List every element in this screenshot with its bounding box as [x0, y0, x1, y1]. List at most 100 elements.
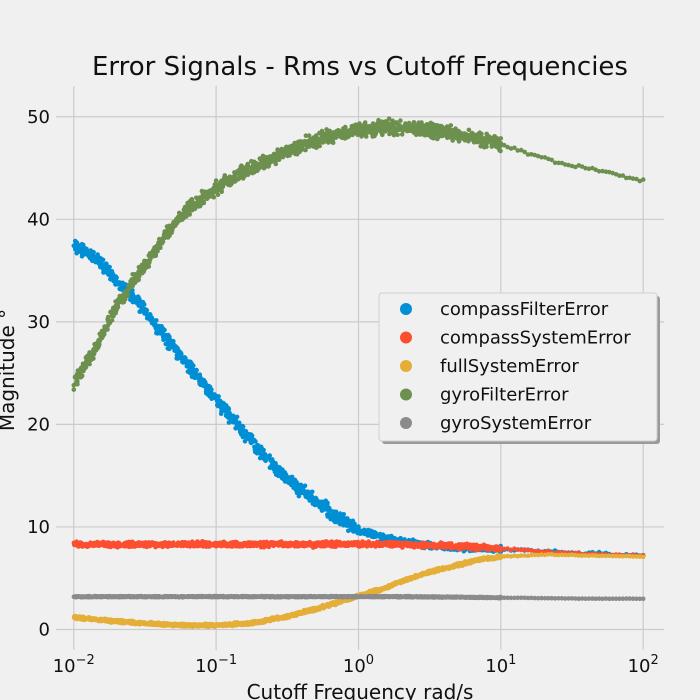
- data-point: [242, 439, 248, 444]
- data-point: [426, 569, 431, 575]
- data-point: [259, 540, 265, 546]
- data-point: [471, 557, 476, 563]
- data-point: [189, 624, 195, 629]
- data-point: [358, 531, 363, 536]
- data-point: [338, 517, 344, 523]
- data-point: [187, 544, 193, 549]
- data-point: [348, 541, 354, 547]
- data-point: [142, 311, 147, 316]
- data-point: [471, 545, 477, 550]
- data-point: [212, 393, 217, 399]
- data-point: [366, 531, 372, 536]
- data-point: [192, 375, 197, 381]
- data-point: [193, 541, 198, 546]
- data-point: [279, 467, 284, 472]
- data-point: [270, 465, 275, 470]
- data-point: [205, 540, 211, 546]
- data-point: [137, 309, 142, 315]
- data-point: [335, 542, 340, 548]
- data-point: [324, 127, 329, 132]
- data-point: [85, 543, 91, 548]
- data-point: [371, 534, 376, 540]
- data-point: [93, 254, 99, 260]
- data-point: [293, 481, 298, 487]
- data-point: [323, 506, 329, 511]
- data-point: [209, 621, 215, 627]
- data-point: [158, 622, 164, 627]
- data-point: [345, 516, 350, 521]
- data-point: [245, 435, 250, 441]
- data-point: [230, 416, 236, 422]
- data-point: [79, 253, 85, 259]
- data-point: [237, 544, 243, 549]
- data-point: [263, 616, 268, 622]
- data-point: [82, 245, 87, 251]
- data-point: [476, 557, 481, 563]
- data-point: [205, 385, 211, 391]
- data-point: [139, 543, 144, 548]
- data-point: [213, 178, 219, 183]
- data-point: [164, 336, 170, 342]
- data-point: [100, 264, 106, 269]
- data-point: [97, 617, 103, 622]
- data-point: [333, 509, 339, 515]
- data-point: [74, 250, 79, 256]
- data-point: [163, 341, 169, 347]
- data-point: [236, 421, 241, 427]
- data-point: [252, 449, 258, 455]
- data-point: [478, 546, 483, 551]
- data-point: [292, 478, 298, 483]
- data-point: [303, 609, 309, 614]
- data-point: [105, 267, 111, 272]
- data-point: [199, 382, 204, 387]
- data-point: [306, 541, 311, 547]
- data-point: [226, 407, 232, 412]
- data-point: [184, 360, 190, 365]
- data-point: [109, 542, 115, 547]
- data-point: [99, 256, 104, 262]
- data-point: [79, 540, 84, 546]
- data-point: [449, 546, 454, 551]
- data-point: [150, 320, 155, 326]
- data-point: [74, 244, 79, 250]
- data-point: [81, 249, 86, 255]
- data-point: [335, 599, 341, 604]
- data-point: [123, 544, 128, 549]
- data-point: [256, 448, 262, 454]
- data-point: [337, 521, 343, 527]
- data-point: [318, 543, 324, 549]
- data-point: [128, 620, 134, 626]
- data-point: [439, 566, 445, 571]
- data-point: [80, 614, 85, 619]
- data-point: [191, 363, 196, 369]
- data-point: [320, 604, 326, 610]
- data-point: [481, 557, 486, 562]
- data-point: [252, 540, 258, 546]
- data-point: [317, 501, 323, 506]
- data-point: [328, 510, 334, 516]
- data-point: [299, 611, 305, 616]
- chart-title: Error Signals - Rms vs Cutoff Frequencie…: [92, 52, 628, 82]
- data-point: [261, 453, 266, 458]
- data-point: [393, 581, 399, 587]
- data-point: [341, 512, 347, 517]
- data-point: [97, 541, 103, 547]
- data-point: [146, 540, 152, 545]
- data-point: [73, 614, 79, 620]
- data-point: [266, 544, 272, 550]
- data-point: [389, 535, 394, 541]
- data-point: [238, 620, 244, 626]
- data-point: [109, 271, 115, 276]
- data-point: [331, 515, 337, 520]
- data-point: [132, 296, 137, 302]
- data-point: [288, 540, 293, 546]
- data-point: [311, 496, 317, 502]
- data-point: [434, 566, 440, 571]
- data-point: [354, 525, 360, 530]
- data-point: [339, 541, 344, 547]
- data-point: [232, 542, 237, 548]
- data-point: [369, 542, 375, 548]
- data-point: [215, 400, 221, 406]
- data-point: [103, 542, 108, 547]
- data-point: [380, 532, 386, 537]
